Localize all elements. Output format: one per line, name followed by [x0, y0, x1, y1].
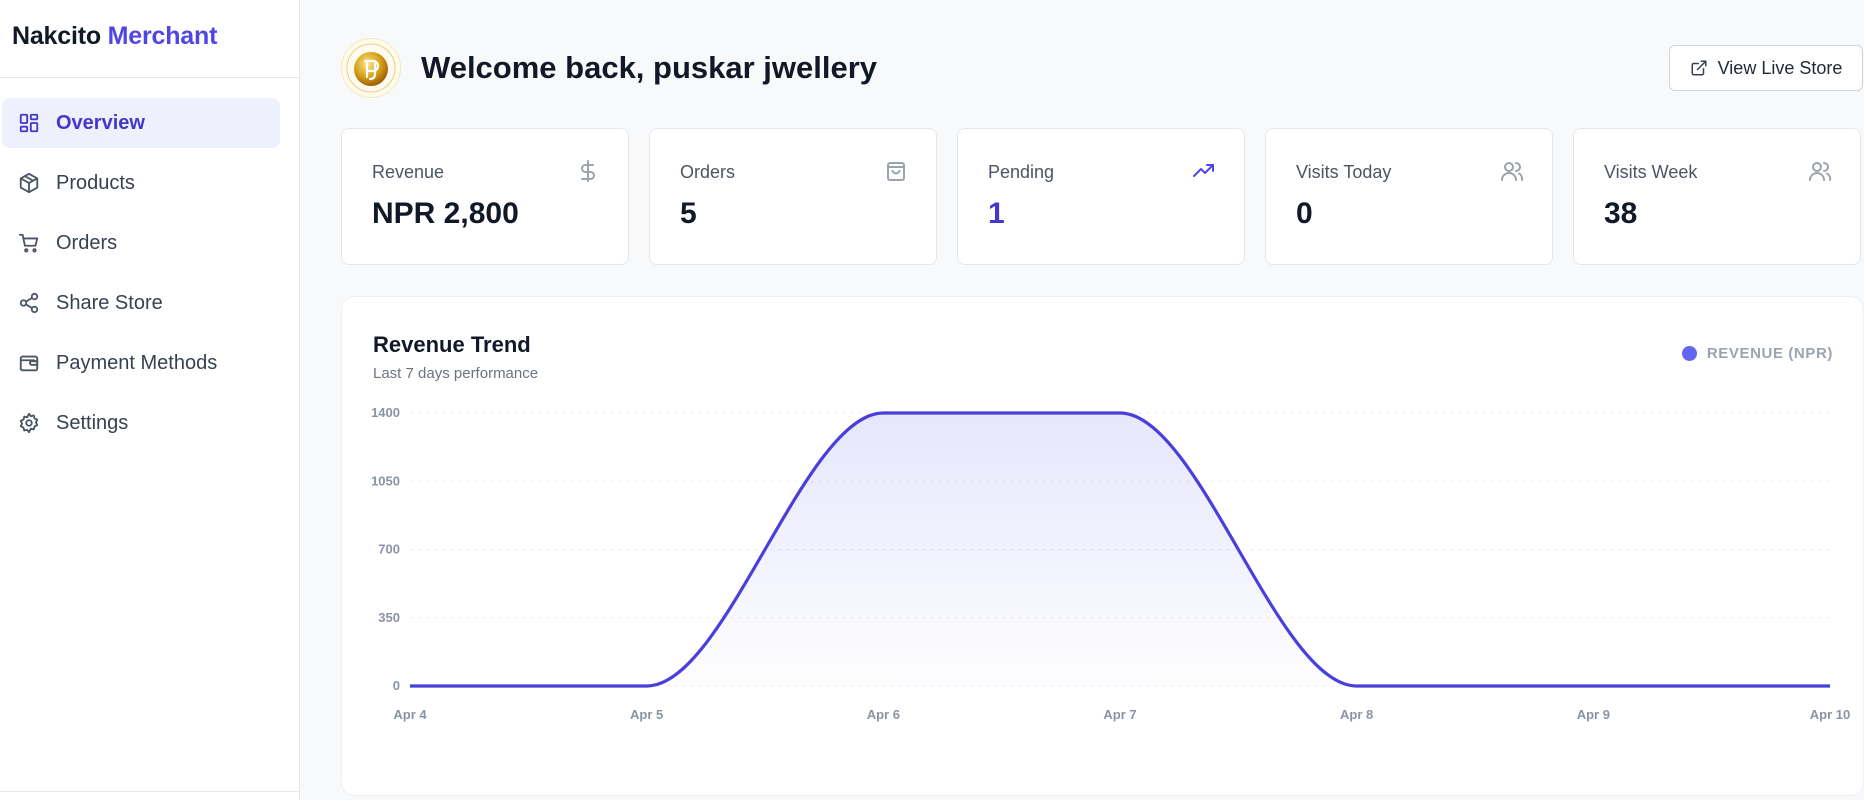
- sidebar-item-label: Payment Methods: [56, 351, 218, 374]
- sidebar-item-label: Overview: [56, 111, 145, 134]
- stat-value: NPR 2,800: [372, 197, 519, 230]
- sidebar-item-label: Orders: [56, 231, 118, 254]
- sidebar-item-share-store[interactable]: Share Store: [2, 278, 280, 328]
- stat-title: Orders: [680, 162, 736, 182]
- users-icon: [1808, 159, 1832, 188]
- store-logo: [341, 38, 401, 98]
- stat-title: Pending: [988, 162, 1055, 182]
- share-icon: [16, 290, 42, 316]
- stat-card-visits-today: Visits Today 0: [1265, 128, 1553, 265]
- brand-logo[interactable]: Nakcito Merchant: [0, 0, 299, 78]
- sidebar-nav: Overview Products Orders Share Store Pay…: [0, 78, 299, 448]
- cart-icon: [16, 230, 42, 256]
- sidebar-item-label: Products: [56, 171, 135, 194]
- sidebar: Nakcito Merchant Overview Products Order…: [0, 0, 300, 800]
- wallet-icon: [16, 350, 42, 376]
- shopping-bag-icon: [884, 159, 908, 188]
- dollar-icon: [576, 159, 600, 188]
- brand-name: Nakcito: [12, 22, 101, 50]
- trending-up-icon: [1192, 159, 1216, 188]
- page-title: Welcome back, puskar jwellery: [421, 50, 878, 85]
- stat-value: 38: [1604, 197, 1638, 230]
- stat-value: 1: [988, 197, 1005, 230]
- stat-title: Visits Week: [1604, 162, 1698, 182]
- sidebar-item-overview[interactable]: Overview: [2, 98, 280, 148]
- y-tick-label: 350: [378, 610, 400, 625]
- gear-icon: [16, 410, 42, 436]
- revenue-chart: 0 350 700 1050 1400 Apr 4 Apr 5 Apr 6 Apr 7 Apr 8…: [371, 405, 1850, 722]
- package-icon: [16, 170, 42, 196]
- legend-dot: [1681, 346, 1697, 361]
- revenue-area: [410, 413, 1830, 686]
- y-tick-label: 1050: [371, 473, 400, 488]
- chart-subtitle: Last 7 days performance: [373, 365, 539, 382]
- stat-title: Visits Today: [1296, 162, 1392, 182]
- x-tick-label: Apr 9: [1577, 707, 1610, 722]
- stat-card-revenue: Revenue NPR 2,800: [341, 128, 629, 265]
- chart-title: Revenue Trend: [373, 332, 531, 357]
- x-tick-label: Apr 4: [393, 707, 427, 722]
- stat-value: 0: [1296, 197, 1313, 230]
- sidebar-item-label: Settings: [56, 411, 129, 434]
- y-tick-label: 700: [378, 542, 400, 557]
- x-tick-label: Apr 7: [1103, 707, 1136, 722]
- sidebar-item-orders[interactable]: Orders: [2, 218, 280, 268]
- view-live-store-label: View Live Store: [1717, 57, 1843, 78]
- brand-accent: Merchant: [107, 22, 218, 50]
- x-tick-label: Apr 10: [1810, 707, 1850, 722]
- stat-title: Revenue: [372, 162, 445, 182]
- sidebar-item-products[interactable]: Products: [2, 158, 280, 208]
- stat-card-pending: Pending 1: [957, 128, 1245, 265]
- main-content: Welcome back, puskar jwellery View Live …: [301, 0, 1864, 800]
- stat-value: 5: [680, 197, 697, 230]
- page-header: Welcome back, puskar jwellery: [341, 38, 877, 98]
- chart-legend[interactable]: REVENUE (NPR): [1681, 345, 1833, 362]
- x-tick-label: Apr 8: [1340, 707, 1373, 722]
- legend-label: REVENUE (NPR): [1706, 345, 1833, 362]
- x-tick-label: Apr 6: [867, 707, 900, 722]
- view-live-store-button[interactable]: View Live Store: [1669, 45, 1863, 91]
- sidebar-divider: [0, 791, 300, 792]
- dashboard-icon: [16, 110, 42, 136]
- y-tick-label: 1400: [371, 405, 400, 420]
- x-tick-label: Apr 5: [630, 707, 663, 722]
- sidebar-item-label: Share Store: [56, 291, 163, 314]
- stat-card-visits-week: Visits Week 38: [1573, 128, 1861, 265]
- stat-card-orders: Orders 5: [649, 128, 937, 265]
- users-icon: [1500, 159, 1524, 188]
- sidebar-item-settings[interactable]: Settings: [2, 398, 280, 448]
- external-link-icon: [1690, 59, 1708, 77]
- y-tick-label: 0: [393, 678, 400, 693]
- sidebar-item-payment-methods[interactable]: Payment Methods: [2, 338, 280, 388]
- revenue-chart-card: 0 350 700 1050 1400 Apr 4 Apr 5 Apr 6 Apr 7 Apr 8…: [341, 296, 1864, 796]
